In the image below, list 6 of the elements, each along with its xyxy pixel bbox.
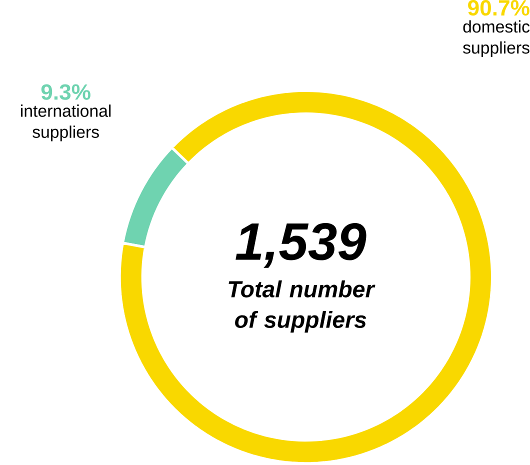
slice-label: international suppliers bbox=[21, 104, 111, 142]
text: 1,539 bbox=[236, 223, 366, 268]
data-label: 90.7% bbox=[468, 0, 530, 16]
text: Total number of suppliers bbox=[228, 280, 376, 333]
data-label: 9.3% bbox=[41, 84, 90, 100]
slice-label: domestic suppliers bbox=[463, 20, 530, 58]
